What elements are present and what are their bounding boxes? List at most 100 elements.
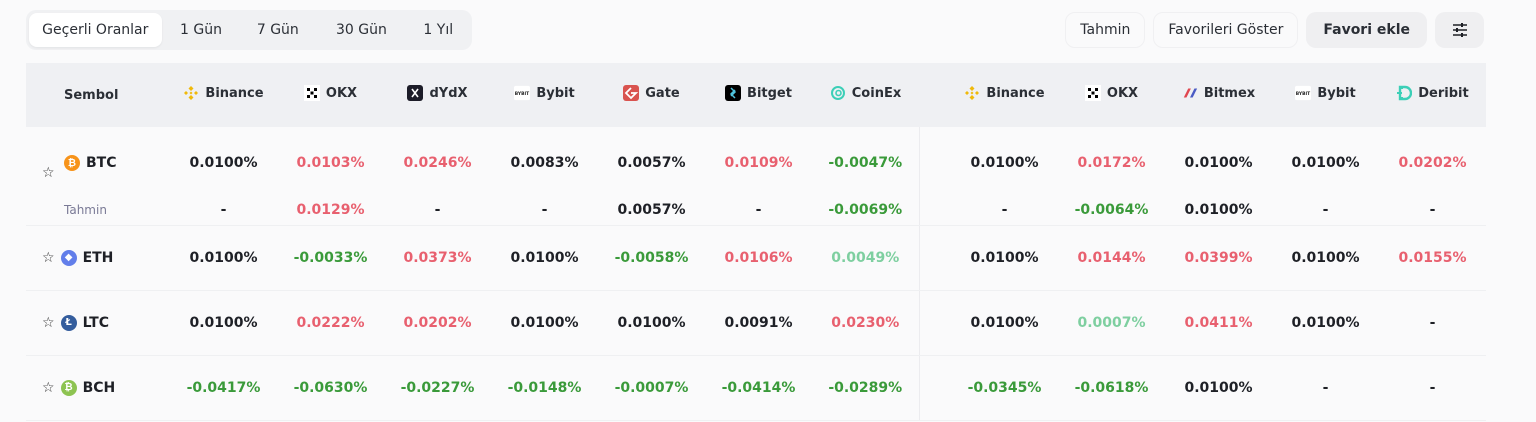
rate-cell: 0.0129% <box>277 177 384 226</box>
header-bitmex[interactable]: Bitmex <box>1165 63 1272 127</box>
star-icon[interactable]: ☆ <box>42 314 55 331</box>
exchange-name: Gate <box>645 85 680 101</box>
rate-cell: - <box>1272 177 1379 226</box>
header-dydx[interactable]: dYdX <box>384 63 491 127</box>
rate-cell: 0.0230% <box>812 290 919 356</box>
deribit-logo-icon <box>1396 85 1413 101</box>
exchange-name: OKX <box>1106 85 1139 101</box>
rate-cell: 0.0100% <box>170 290 277 356</box>
rate-cell: 0.0106% <box>705 225 812 291</box>
funding-rates-table: Sembol Binance OKX dYdX BYBIT Bybit Gate Bitget… <box>26 63 1486 421</box>
symbol-cell: ☆ ₿ BCH <box>26 355 170 421</box>
rate-cell: 0.0222% <box>277 290 384 356</box>
sliders-icon <box>1452 23 1467 37</box>
binance-logo-icon <box>964 85 980 101</box>
star-icon[interactable]: ☆ <box>42 165 55 181</box>
ltc-coin-icon: Ł <box>60 314 77 331</box>
rate-cell: - <box>705 177 812 226</box>
exchange-name: Bitmex <box>1203 85 1256 101</box>
rate-cell: -0.0007% <box>598 355 705 421</box>
tab-1-yıl[interactable]: 1 Yıl <box>423 22 454 38</box>
forecast-row: ☆ Tahmin -0.0129% - -0.0057% - -0.0069% - -0.006… <box>26 165 1486 226</box>
exchange-name: Bybit <box>536 85 575 101</box>
rate-cell: -0.0618% <box>1058 355 1165 421</box>
header-bitget[interactable]: Bitget <box>705 63 812 127</box>
rate-cell: 0.0100% <box>951 290 1058 356</box>
star-icon[interactable]: ☆ <box>42 249 55 266</box>
header-bybit[interactable]: BYBIT Bybit <box>1272 63 1379 127</box>
header-okx[interactable]: OKX <box>1058 63 1165 127</box>
header-bybit[interactable]: BYBIT Bybit <box>491 63 598 127</box>
header-binance[interactable]: Binance <box>170 63 277 127</box>
toolbar: Tahmin Favorileri Göster Favori ekle <box>1065 12 1484 48</box>
rate-cell: 0.0100% <box>189 155 258 171</box>
rate-cell: -0.0148% <box>491 355 598 421</box>
rate-cell: 0.0007% <box>1058 290 1165 356</box>
rate-cell: - <box>951 177 1058 226</box>
exchange-name: OKX <box>325 85 358 101</box>
rate-cell: - <box>1379 290 1486 356</box>
tab-7-gün[interactable]: 7 Gün <box>256 22 299 38</box>
btc-coin-icon: ₿ <box>64 155 80 171</box>
forecast-button[interactable]: Tahmin <box>1065 12 1146 48</box>
bybit-logo-icon: BYBIT <box>1295 85 1312 101</box>
rate-cell: 0.0100% <box>1184 155 1253 171</box>
column-divider <box>918 225 951 291</box>
rate-cell: - <box>170 177 277 226</box>
tab-1-gün[interactable]: 1 Gün <box>179 22 222 38</box>
tab-geçerli-oranlar[interactable]: Geçerli Oranlar <box>29 13 162 47</box>
rate-cell: 0.0202% <box>1398 155 1467 171</box>
header-gate[interactable]: Gate <box>598 63 705 127</box>
header-binance[interactable]: Binance <box>951 63 1058 127</box>
add-favorite-button[interactable]: Favori ekle <box>1306 12 1427 48</box>
column-divider <box>918 290 951 356</box>
symbol-name: BTC <box>86 155 117 171</box>
show-favorites-button[interactable]: Favorileri Göster <box>1153 12 1299 48</box>
exchange-name: dYdX <box>429 85 468 101</box>
svg-text:BYBIT: BYBIT <box>1296 91 1310 97</box>
symbol-cell: ₿ BTC <box>26 127 170 177</box>
rate-cell: 0.0100% <box>598 290 705 356</box>
rate-cell: 0.0100% <box>1272 290 1379 356</box>
bitmex-logo-icon <box>1182 85 1198 101</box>
header-deribit[interactable]: Deribit <box>1379 63 1486 127</box>
rate-cell: 0.0100% <box>1272 225 1379 291</box>
table-row: ☆ Ł LTC 0.0100% 0.0222% 0.0202% 0.0100% 0.0100%… <box>26 290 1486 356</box>
header-coinex[interactable]: CoinEx <box>812 63 919 127</box>
gate-logo-icon <box>623 85 640 101</box>
rate-cell: 0.0103% <box>296 155 365 171</box>
rate-cell: 0.0100% <box>951 225 1058 291</box>
star-icon[interactable]: ☆ <box>42 379 55 396</box>
rate-cell: -0.0047% <box>828 155 903 171</box>
forecast-label: ☆ Tahmin <box>26 165 170 226</box>
rate-cell: 0.0172% <box>1077 155 1146 171</box>
exchange-name: Deribit <box>1418 85 1469 101</box>
rate-cell: 0.0100% <box>491 290 598 356</box>
settings-button[interactable] <box>1435 12 1484 48</box>
rate-cell: -0.0289% <box>812 355 919 421</box>
forecast-label-text: Tahmin <box>64 202 107 217</box>
exchange-name: Bitget <box>747 85 792 101</box>
bch-coin-icon: ₿ <box>60 379 77 396</box>
symbol-name: ETH <box>82 249 114 266</box>
table-row: ☆ ₿ BCH -0.0417% -0.0630% -0.0227% -0.0148% -0.… <box>26 355 1486 421</box>
column-divider <box>918 177 951 226</box>
rate-cell: 0.0144% <box>1058 225 1165 291</box>
symbol-cell: ☆ Ł LTC <box>26 290 170 356</box>
rate-cell: -0.0630% <box>277 355 384 421</box>
rate-cell: 0.0399% <box>1165 225 1272 291</box>
column-divider <box>918 355 951 421</box>
okx-logo-icon <box>1084 85 1101 101</box>
tab-30-gün[interactable]: 30 Gün <box>335 22 387 38</box>
rate-cell: 0.0100% <box>970 155 1039 171</box>
period-tabs: Geçerli Oranlar 1 Gün 7 Gün 30 Gün 1 Yıl <box>26 10 472 50</box>
binance-logo-icon <box>183 85 199 101</box>
rate-cell: 0.0100% <box>1165 355 1272 421</box>
rate-cell: -0.0069% <box>812 177 919 226</box>
exchange-name: Binance <box>205 85 264 101</box>
header-okx[interactable]: OKX <box>277 63 384 127</box>
exchange-name: CoinEx <box>851 85 902 101</box>
rate-cell: -0.0345% <box>951 355 1058 421</box>
bitget-logo-icon <box>725 85 742 101</box>
rate-cell: 0.0202% <box>384 290 491 356</box>
